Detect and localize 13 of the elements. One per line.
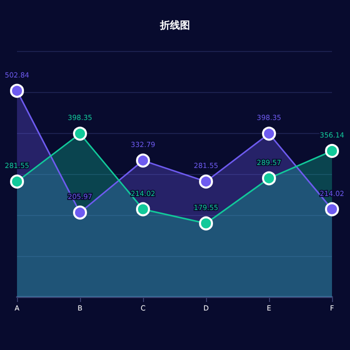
- point: [325, 202, 339, 216]
- point: [10, 84, 24, 98]
- point: [136, 154, 150, 168]
- point: [136, 202, 150, 216]
- chart-title: 折线图: [159, 20, 190, 32]
- point: [199, 216, 213, 230]
- point: [262, 126, 276, 141]
- point: [199, 174, 213, 189]
- point: [325, 144, 339, 158]
- point: [73, 126, 87, 141]
- point: [10, 174, 24, 189]
- point: [73, 206, 87, 220]
- point: [262, 171, 276, 186]
